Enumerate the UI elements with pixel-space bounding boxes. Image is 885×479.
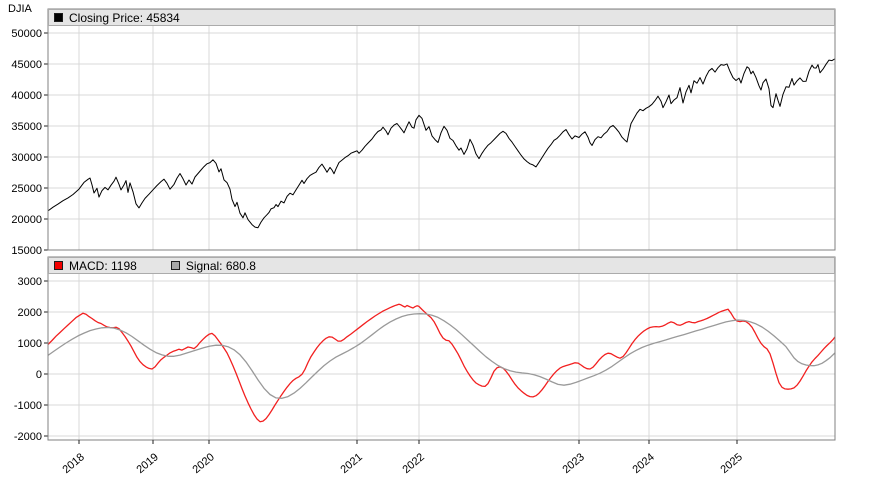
x-tick-label: 2021 bbox=[338, 451, 364, 476]
x-tick-label: 2019 bbox=[134, 451, 160, 476]
price-legend: Closing Price: 45834 bbox=[48, 9, 835, 26]
closing-price-line bbox=[47, 58, 836, 229]
signal-line bbox=[47, 313, 836, 399]
y-tick-label: 45000 bbox=[11, 59, 42, 71]
closing-price-legend-entry: Closing Price: 45834 bbox=[54, 11, 180, 25]
y-tick-label: 25000 bbox=[11, 183, 42, 195]
macd-line bbox=[47, 303, 836, 423]
macd-legend-label: MACD: 1198 bbox=[69, 258, 137, 273]
y-tick-label: 50000 bbox=[11, 28, 42, 40]
y-tick-label: -2000 bbox=[14, 431, 42, 443]
signal-legend-entry: Signal: 680.8 bbox=[170, 258, 256, 273]
indicator-legend: MACD: 1198 Signal: 680.8 bbox=[48, 257, 835, 274]
y-tick-label: 3000 bbox=[18, 276, 42, 288]
closing-price-swatch-icon bbox=[54, 13, 63, 22]
x-tick-label: 2022 bbox=[400, 451, 426, 476]
y-tick-label: 30000 bbox=[11, 152, 42, 164]
x-tick-label: 2024 bbox=[630, 451, 656, 476]
signal-swatch-icon bbox=[170, 261, 180, 270]
closing-price-legend-label: Closing Price: 45834 bbox=[69, 10, 180, 25]
y-tick-label: 20000 bbox=[11, 214, 42, 226]
y-tick-label: 35000 bbox=[11, 121, 42, 133]
y-tick-label: -1000 bbox=[14, 400, 42, 412]
x-tick-label: 2020 bbox=[190, 451, 216, 476]
plot-border bbox=[47, 8, 836, 251]
y-tick-label: 1000 bbox=[18, 338, 42, 350]
chart-symbol-label: DJIA bbox=[8, 3, 32, 15]
macd-legend-entry: MACD: 1198 bbox=[54, 259, 137, 273]
macd-swatch-icon bbox=[54, 261, 63, 270]
y-tick-label: 15000 bbox=[11, 245, 42, 257]
y-tick-label: 0 bbox=[36, 369, 42, 381]
x-tick-label: 2023 bbox=[560, 451, 586, 476]
y-tick-label: 2000 bbox=[18, 307, 42, 319]
x-tick-label: 2018 bbox=[60, 451, 86, 476]
y-tick-label: 40000 bbox=[11, 90, 42, 102]
signal-legend-label: Signal: 680.8 bbox=[185, 258, 256, 273]
x-tick-label: 2025 bbox=[718, 451, 744, 476]
plot-border bbox=[47, 256, 836, 441]
